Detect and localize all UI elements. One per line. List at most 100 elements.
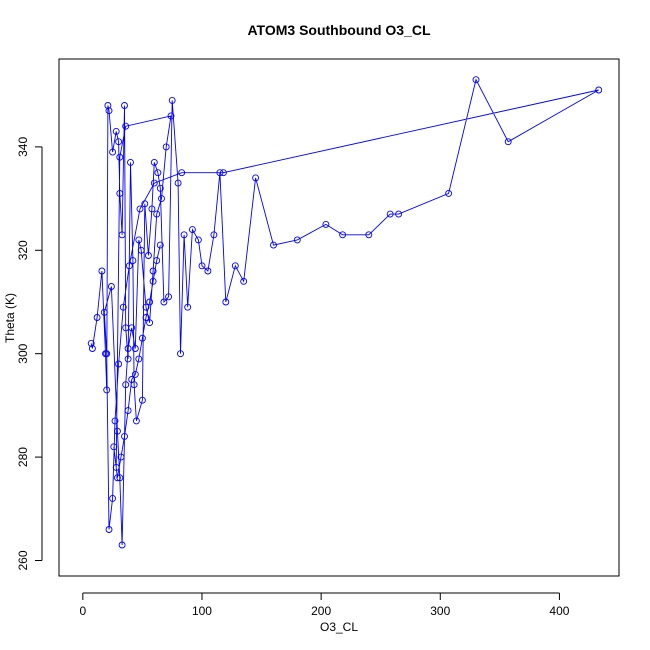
data-point: [156, 184, 164, 192]
y-tick-label: 280: [16, 447, 30, 467]
x-axis: 0 100 200 300 400: [79, 592, 570, 618]
data-point: [129, 257, 137, 265]
data-point: [231, 262, 239, 270]
data-point: [105, 107, 113, 115]
data-point: [124, 355, 132, 363]
chart-title: ATOM3 Southbound O3_CL: [247, 22, 430, 38]
data-point: [116, 189, 124, 197]
data-point: [177, 350, 184, 358]
data-point: [98, 267, 106, 275]
data-point: [144, 252, 152, 259]
data-point: [158, 195, 165, 203]
data-point: [146, 319, 154, 327]
data-point: [124, 407, 132, 415]
x-tick-label: 300: [430, 604, 450, 618]
data-point: [116, 153, 124, 161]
data-point: [178, 169, 186, 177]
x-tick-label: 100: [192, 604, 212, 618]
data-point: [504, 138, 512, 146]
x-tick-label: 0: [79, 604, 86, 618]
data-point: [184, 303, 192, 311]
data-point: [365, 231, 373, 239]
data-point: [122, 381, 130, 389]
data-point: [146, 298, 154, 306]
data-point: [136, 205, 144, 213]
data-point: [100, 308, 108, 316]
data-point: [138, 334, 146, 342]
data-point: [322, 220, 330, 228]
data-point: [194, 236, 202, 244]
data-point: [127, 158, 134, 166]
data-point: [252, 174, 260, 182]
data-point: [153, 257, 161, 265]
data-point: [162, 143, 170, 151]
data-point: [132, 417, 140, 425]
data-point: [210, 231, 218, 239]
data-point: [109, 148, 117, 156]
data-point: [122, 122, 130, 130]
data-point: [110, 443, 118, 451]
data-point: [154, 169, 162, 177]
data-point: [125, 262, 133, 270]
data-point: [88, 345, 96, 352]
series-line: [90, 78, 599, 546]
data-point: [113, 427, 121, 435]
data-point: [219, 169, 227, 177]
data-point: [293, 236, 301, 244]
x-axis-title: O3_CL: [320, 620, 358, 634]
data-point: [116, 474, 124, 482]
data-point: [105, 526, 113, 533]
data-point: [339, 231, 347, 239]
data-point: [156, 241, 164, 249]
data-point: [107, 283, 115, 290]
data-point: [216, 169, 224, 177]
y-tick-label: 340: [16, 137, 30, 157]
data-point: [395, 210, 403, 218]
data-point: [87, 339, 95, 347]
data-point: [198, 262, 206, 270]
data-point: [160, 298, 168, 306]
data-point: [118, 231, 126, 239]
data-point: [121, 432, 128, 440]
data-point: [180, 231, 188, 239]
data-point: [240, 277, 248, 285]
data-point: [150, 179, 158, 187]
data-point: [148, 205, 156, 213]
data-point: [174, 179, 182, 187]
y-tick-label: 300: [16, 343, 30, 363]
data-point: [204, 267, 212, 275]
data-point: [131, 370, 139, 378]
data-point: [135, 236, 143, 244]
data-point: [135, 355, 143, 363]
data-point: [109, 494, 117, 502]
data-point: [138, 396, 146, 404]
data-point: [188, 226, 196, 234]
data-point: [149, 267, 157, 275]
data-point: [153, 210, 161, 218]
data-point: [128, 324, 136, 332]
data-point: [141, 200, 149, 208]
data-point: [595, 86, 603, 94]
data-point: [472, 76, 480, 84]
data-point: [113, 474, 121, 482]
data-point: [103, 386, 111, 394]
data-point: [117, 453, 125, 461]
plot-frame: [58, 58, 620, 577]
data-point: [111, 417, 119, 425]
data-point: [165, 293, 173, 301]
data-point: [222, 298, 230, 306]
data-point: [104, 102, 112, 109]
data-point: [386, 210, 394, 218]
data-point: [93, 314, 101, 321]
data-point: [137, 246, 145, 254]
data-point: [124, 345, 132, 352]
y-tick-label: 260: [16, 550, 30, 570]
data-point: [445, 189, 453, 197]
x-tick-label: 400: [549, 604, 569, 618]
y-tick-label: 320: [16, 240, 30, 260]
data-point: [112, 463, 120, 471]
data-point: [115, 138, 123, 146]
x-tick-label: 200: [311, 604, 331, 618]
data-point: [150, 158, 158, 166]
